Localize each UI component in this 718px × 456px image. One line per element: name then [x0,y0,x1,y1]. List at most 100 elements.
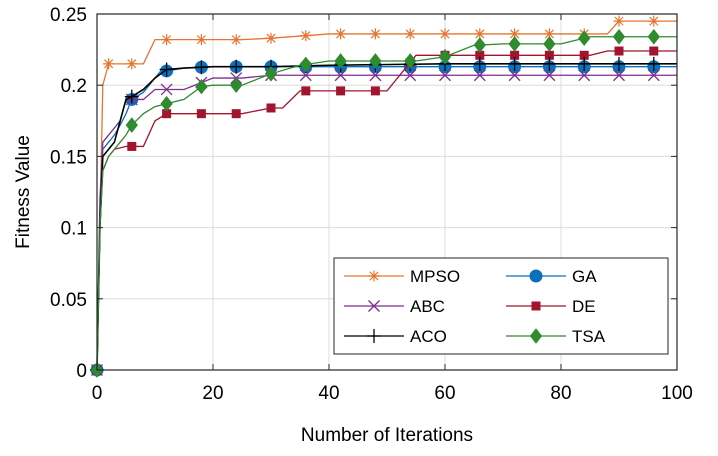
data-point-aco [194,60,209,75]
data-point-mpso [439,28,451,40]
y-tick-label: 0.25 [50,5,87,26]
legend-marker-abc [368,300,380,312]
data-point-abc [578,69,591,82]
data-point-de [649,46,659,56]
legend-entry-abc: ABC [344,297,445,316]
legend-label-abc: ABC [410,297,445,316]
y-tick-label: 0.2 [61,76,87,97]
legend-entry-ga: GA [506,267,597,286]
data-point-abc [369,69,382,82]
legend-entry-tsa: TSA [506,327,606,346]
data-point-aco [229,59,244,74]
data-point-tsa [438,48,452,65]
data-point-abc [404,69,417,82]
ticks: 0 20 40 60 80 100 0 0.05 0.1 0.15 0.2 0.25 [50,5,693,404]
series-mpso [91,15,677,376]
x-tick-label: 60 [434,383,455,404]
series-tsa [90,28,677,378]
legend-marker-tsa [529,328,543,344]
data-point-mpso [369,28,381,40]
legend: MPSO GA ABC DE ACO TSA [333,257,669,355]
data-point-mpso [161,34,173,46]
series-layer [90,15,677,378]
data-point-mpso [126,58,138,70]
data-point-abc [160,83,173,96]
data-point-mpso [265,32,277,44]
data-point-abc [543,69,556,82]
data-point-de [336,86,346,96]
legend-label-aco: ACO [410,327,447,346]
data-point-de [266,103,276,113]
data-point-aco [542,56,557,71]
data-point-de [196,109,206,119]
data-point-mpso [195,34,207,46]
data-point-de [301,86,311,96]
data-point-aco [472,56,487,71]
data-point-tsa [404,53,417,69]
legend-label-mpso: MPSO [410,267,460,286]
legend-entry-aco: ACO [344,327,447,346]
legend-entry-de: DE [506,297,596,316]
y-tick-label: 0 [76,361,87,382]
y-tick-label: 0.05 [50,290,87,311]
data-point-mpso [474,28,486,40]
data-point-abc [508,69,521,82]
data-point-tsa [160,95,173,112]
y-tick-label: 0.1 [61,219,87,240]
plot-frame [96,13,678,371]
data-point-tsa [334,53,347,69]
data-point-abc [647,69,660,82]
series-line-tsa [96,36,677,371]
data-point-abc [613,69,625,82]
data-point-mpso [543,28,555,40]
legend-label-ga: GA [572,267,597,286]
data-point-abc [473,69,486,82]
legend-marker-aco [367,329,381,343]
data-point-mpso [613,15,625,27]
data-point-aco [507,56,522,71]
legend-entry-mpso: MPSO [344,267,460,286]
data-point-tsa [578,30,591,47]
data-point-tsa [299,56,312,73]
data-point-de [127,141,137,151]
data-point-aco [124,89,139,104]
data-point-tsa [543,36,556,52]
data-point-de [370,86,380,96]
data-point-tsa [125,117,138,133]
series-line-aco [96,63,677,371]
x-tick-label: 80 [550,383,571,404]
data-point-tsa [195,78,208,95]
x-tick-label: 100 [661,383,693,404]
data-point-tsa [647,28,660,45]
data-point-aco [159,62,174,77]
legend-marker-de [531,301,541,311]
legend-label-de: DE [572,297,596,316]
data-point-mpso [509,28,521,40]
data-point-tsa [473,37,486,53]
x-tick-label: 40 [318,383,339,404]
data-point-tsa [508,36,521,52]
data-point-mpso [648,15,660,27]
series-line-abc [96,74,677,371]
x-axis-title: Number of Iterations [301,425,473,446]
legend-marker-mpso [368,270,380,282]
x-tick-label: 0 [92,383,103,404]
data-point-mpso [103,58,115,70]
data-point-tsa [230,77,243,94]
data-point-tsa [369,53,382,69]
legend-marker-ga [529,269,543,283]
data-point-abc [439,69,451,82]
data-point-mpso [300,30,312,42]
y-axis-title: Fitness Value [13,135,34,249]
data-point-aco [646,56,661,71]
legend-label-tsa: TSA [572,327,606,346]
data-point-de [231,109,241,119]
data-point-de [614,46,624,56]
data-point-mpso [230,34,242,46]
data-point-mpso [335,28,347,40]
x-tick-label: 20 [202,383,223,404]
data-point-aco [612,56,626,71]
data-point-tsa [612,28,626,45]
